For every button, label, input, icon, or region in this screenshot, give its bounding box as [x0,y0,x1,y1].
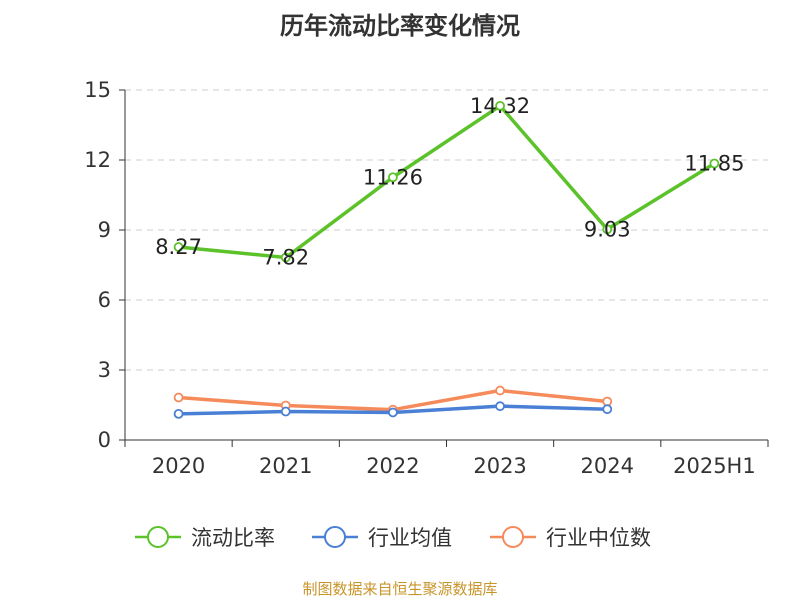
chart-title: 历年流动比率变化情况 [280,12,520,40]
legend-item[interactable]: 行业中位数 [490,526,651,550]
legend-item[interactable]: 流动比率 [135,526,275,550]
legend-marker [324,526,346,548]
y-tick-label: 15 [84,78,111,102]
data-point [280,252,291,263]
data-point [388,407,398,418]
x-tick-label: 2024 [581,454,634,478]
data-point [495,100,505,111]
x-tick-label: 2022 [366,454,419,478]
x-tick-label: 2020 [152,454,205,478]
axes: 0 3 6 9 12 15 2020 2021 2022 2023 2024 2025H1 [84,78,769,478]
data-point [602,396,613,407]
data-point [495,385,505,396]
data-point [173,392,184,403]
legend-label: 行业均值 [368,526,452,550]
legend[interactable]: 流动比率 行业均值 行业中位数 [135,526,651,550]
y-tick-label: 0 [98,428,111,452]
legend-marker [147,526,169,548]
y-tick-label: 3 [98,358,111,382]
data-point [709,158,720,169]
data-label: 11.26 [363,165,423,189]
grid-lines [125,89,768,371]
series-lines [173,100,720,419]
series-line [178,104,716,260]
x-tick-label: 2023 [473,454,526,478]
data-labels: 8.27 7.82 11.26 14.32 9.03 11.85 [155,94,744,270]
legend-item[interactable]: 行业均值 [312,526,452,550]
legend-label: 行业中位数 [546,526,651,550]
y-tick-label: 9 [98,218,111,242]
x-tick-label: 2025H1 [673,454,756,478]
data-point [173,242,184,252]
data-label: 11.85 [684,152,744,176]
data-label: 14.32 [470,94,530,118]
data-label: 8.27 [155,235,202,259]
data-point [388,172,398,183]
data-source-note: 制图数据来自恒生聚源数据库 [302,580,498,598]
data-point [173,408,184,419]
data-label: 7.82 [262,246,309,270]
y-tick-label: 6 [98,288,111,312]
data-point [602,224,613,235]
data-point [495,401,505,412]
legend-label: 流动比率 [191,526,275,550]
data-point [280,406,291,417]
x-tick-label: 2021 [259,454,312,478]
data-point [602,404,613,415]
data-label: 9.03 [584,217,631,241]
y-tick-label: 12 [84,148,111,172]
legend-marker [502,526,524,548]
